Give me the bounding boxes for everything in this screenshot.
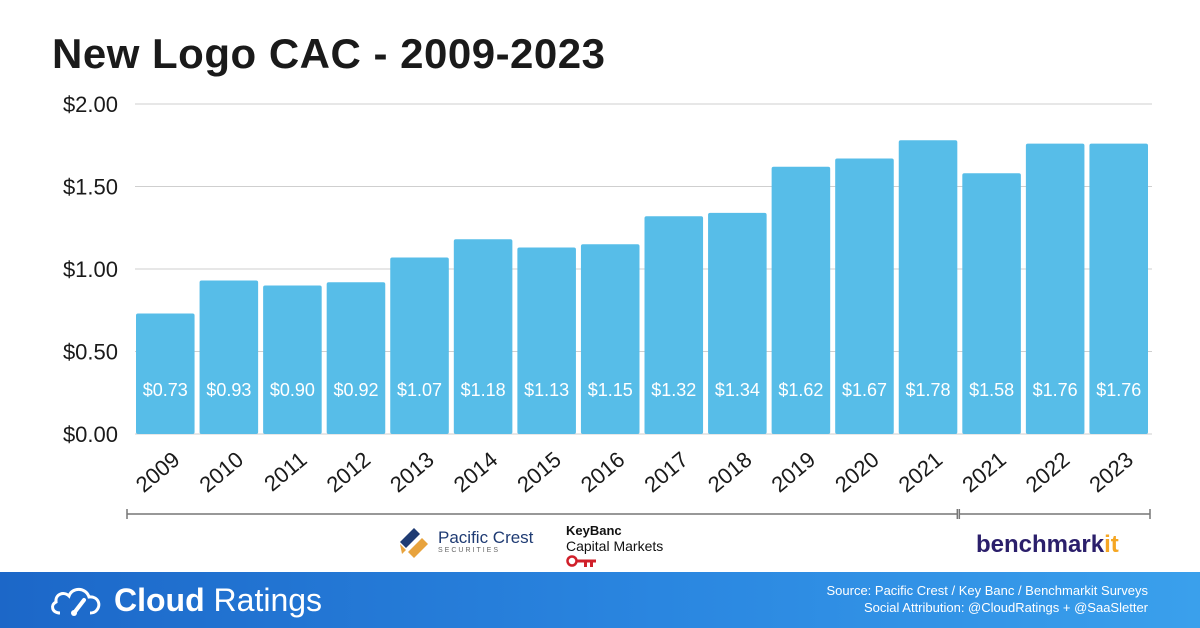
x-tick-label: 2021 — [894, 447, 948, 498]
pacific-crest-name: Pacific Crest — [438, 527, 534, 547]
bar-value-label: $1.13 — [524, 380, 569, 400]
x-tick-label: 2009 — [131, 447, 185, 498]
pacific-crest-mark-icon — [400, 528, 428, 558]
pacific-crest-logo: Pacific Crest SECURITIES — [398, 522, 533, 560]
x-tick-label: 2016 — [576, 447, 630, 498]
bar-2014 — [453, 239, 513, 434]
bar-value-label: $1.62 — [778, 380, 823, 400]
y-tick-label: $1.00 — [63, 257, 118, 282]
bar-value-label: $1.78 — [906, 380, 951, 400]
x-tick-label: 2014 — [449, 447, 503, 498]
source-line: Source: Pacific Crest / Key Banc / Bench… — [826, 583, 1148, 598]
benchmarkit-logo: benchmarkit — [976, 531, 1119, 559]
chart-title: New Logo CAC - 2009-2023 — [52, 30, 606, 77]
bar-2011 — [263, 285, 322, 434]
benchmarkit-main: benchmark — [976, 531, 1105, 558]
bar-value-label: $1.67 — [842, 380, 887, 400]
bar-2016 — [580, 244, 640, 434]
x-tick-label: 2012 — [322, 447, 376, 498]
bar-2013 — [390, 257, 449, 434]
bar-2020 — [835, 158, 894, 434]
x-tick-label: 2017 — [639, 447, 693, 498]
bar-2022 — [1025, 143, 1085, 434]
keybanc-logo: KeyBanc Capital Markets — [566, 523, 663, 573]
attribution-line: Social Attribution: @CloudRatings + @Saa… — [863, 600, 1148, 615]
x-tick-label: 2022 — [1021, 447, 1075, 498]
bars — [136, 140, 1148, 435]
bar-value-label: $1.32 — [651, 380, 696, 400]
y-axis-ticks: $0.00 $0.50 $1.00 $1.50 $2.00 — [63, 92, 118, 447]
x-tick-label: 2015 — [512, 447, 566, 498]
x-tick-label: 2011 — [259, 447, 311, 497]
bar-value-label: $1.76 — [1096, 380, 1141, 400]
bar-value-label: $1.34 — [715, 380, 760, 400]
bar-value-label: $1.18 — [461, 380, 506, 400]
bar-value-label: $0.92 — [333, 380, 378, 400]
x-tick-label: 2019 — [767, 447, 821, 498]
bar-2023 — [1089, 143, 1148, 434]
bar-value-label: $1.15 — [588, 380, 633, 400]
bar-value-label: $0.73 — [143, 380, 188, 400]
bar-value-label: $1.07 — [397, 380, 442, 400]
bar-value-label: $0.90 — [270, 380, 315, 400]
key-icon — [566, 555, 596, 567]
cloud-gauge-icon — [51, 587, 101, 616]
y-tick-label: $0.50 — [63, 340, 118, 365]
x-tick-label: 2020 — [830, 447, 884, 498]
bar-2012 — [326, 282, 386, 434]
x-tick-label: 2021 — [957, 447, 1011, 498]
bar-value-labels: $0.73 $0.93 $0.90 $0.92 $1.07 $1.18 $1.13 $1.15… — [143, 380, 1141, 400]
x-tick-label: 2023 — [1084, 447, 1138, 498]
bar-2021 — [962, 173, 1021, 435]
brand-bold: Cloud — [114, 582, 205, 618]
pacific-crest-sub: SECURITIES — [438, 546, 501, 554]
source-attribution: Source: Pacific Crest / Key Banc / Bench… — [826, 582, 1148, 616]
bar-2019 — [771, 166, 831, 434]
x-tick-label: 2018 — [703, 447, 757, 498]
bar-2010 — [199, 280, 259, 434]
bar-chart: $0.00 $0.50 $1.00 $1.50 $2.00 $0.73 $0.93 $0.9… — [63, 92, 1152, 519]
keybanc-line1: KeyBanc — [566, 523, 622, 538]
y-tick-label: $2.00 — [63, 92, 118, 117]
cloud-ratings-logo: Cloud Ratings — [48, 582, 322, 619]
x-tick-label: 2010 — [194, 447, 248, 498]
bar-value-label: $0.93 — [206, 380, 251, 400]
bar-value-label: $1.76 — [1033, 380, 1078, 400]
x-axis-labels: 2009 2010 2011 2012 2013 2014 2015 2016 2017 2018… — [131, 447, 1138, 498]
x-tick-label: 2013 — [385, 447, 439, 498]
brand-light: Ratings — [213, 582, 323, 618]
bar-value-label: $1.58 — [969, 380, 1014, 400]
bar-2018 — [708, 212, 767, 434]
source-brackets — [126, 509, 1151, 519]
bar-2021 — [898, 140, 958, 435]
bar-2017 — [644, 216, 704, 434]
benchmarkit-accent: it — [1104, 531, 1119, 558]
y-tick-label: $1.50 — [63, 175, 118, 200]
bar-2015 — [517, 247, 576, 434]
footer-banner: Cloud Ratings Source: Pacific Crest / Ke… — [0, 572, 1200, 628]
keybanc-line2: Capital Markets — [566, 538, 664, 554]
bar-2009 — [136, 313, 195, 434]
y-tick-label: $0.00 — [63, 422, 118, 447]
